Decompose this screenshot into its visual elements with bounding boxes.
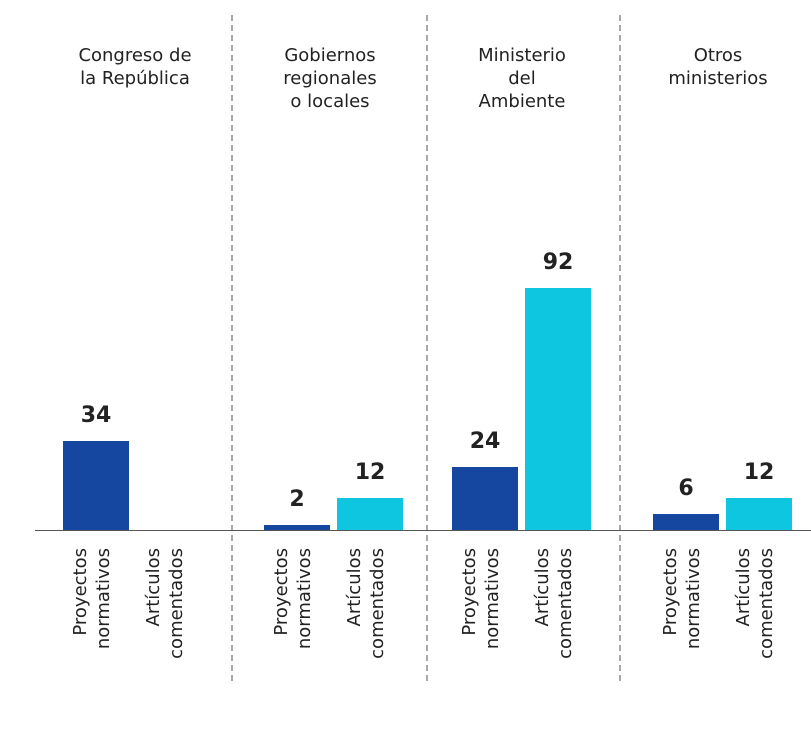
bar <box>452 466 518 530</box>
group-label: Gobiernos regionales o locales <box>283 45 377 112</box>
data-label: 24 <box>469 428 501 454</box>
x-tick-label: Artículos comentados <box>143 548 187 659</box>
group-separator <box>231 15 233 681</box>
bar <box>726 498 792 530</box>
group-separator <box>426 15 428 681</box>
group-label: Congreso de la República <box>78 45 192 89</box>
group-label: Ministerio del Ambiente <box>478 45 566 112</box>
x-tick-label: Artículos comentados <box>344 548 388 659</box>
chart: (() => { const data = JSON.parse(documen… <box>35 15 811 681</box>
x-tick-label: Proyectos normativos <box>271 548 315 650</box>
data-label: 34 <box>80 402 112 428</box>
x-tick-label: Artículos comentados <box>532 548 576 659</box>
data-label: 2 <box>289 486 305 512</box>
bar <box>337 498 403 530</box>
data-label: 6 <box>678 476 694 502</box>
data-label: 12 <box>354 460 386 486</box>
x-tick-label: Proyectos normativos <box>660 548 704 650</box>
bar <box>525 288 591 530</box>
bar <box>653 514 719 530</box>
group-label: Otros ministerios <box>668 45 768 89</box>
x-tick-label: Artículos comentados <box>733 548 777 659</box>
x-tick-label: Proyectos normativos <box>70 548 114 650</box>
x-tick-label: Proyectos normativos <box>459 548 503 650</box>
bar <box>264 524 330 530</box>
data-label: 12 <box>743 460 775 486</box>
baseline <box>35 530 811 531</box>
group-separator <box>619 15 621 681</box>
bar <box>63 440 129 530</box>
data-label: 92 <box>542 250 574 276</box>
